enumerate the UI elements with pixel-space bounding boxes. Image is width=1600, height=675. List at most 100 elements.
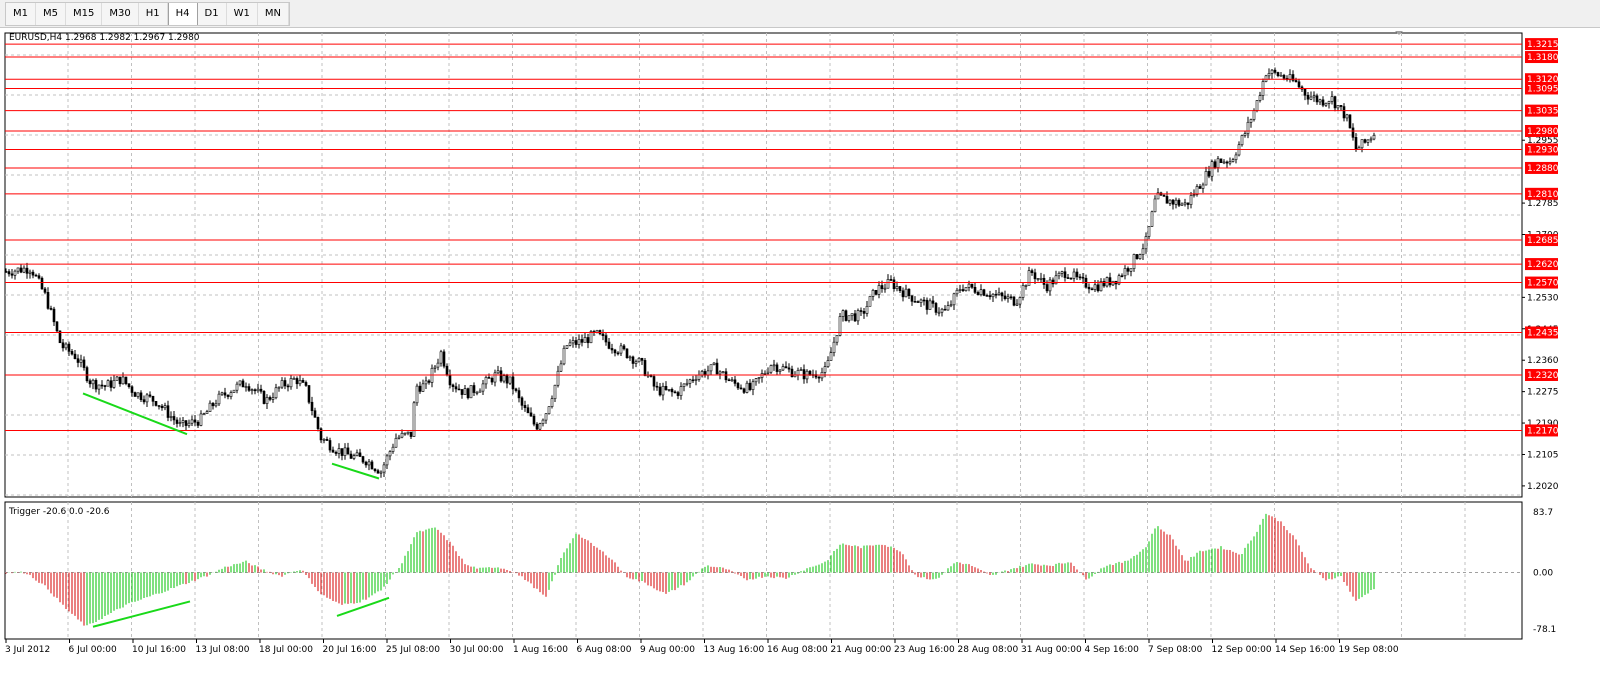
timeframe-button-m30[interactable]: M30	[102, 3, 138, 25]
candle-bull	[1244, 134, 1246, 136]
candle-bull	[1142, 249, 1144, 255]
candle-bull	[401, 433, 403, 437]
candle-bear	[1178, 200, 1180, 205]
candle-bear	[1070, 278, 1072, 279]
indicator-pane[interactable]	[5, 502, 1522, 639]
timeframe-button-m15[interactable]: M15	[66, 3, 102, 25]
candle-bull	[1205, 171, 1207, 185]
timeframe-button-w1[interactable]: W1	[227, 3, 258, 25]
candle-bear	[488, 377, 490, 378]
timeframe-button-d1[interactable]: D1	[198, 3, 227, 25]
main-pane[interactable]	[5, 33, 1522, 497]
candle-bear	[716, 363, 718, 374]
timeframe-button-h4[interactable]: H4	[168, 3, 198, 25]
candle-bear	[923, 300, 925, 301]
candle-bear	[167, 406, 169, 418]
candle-bull	[980, 290, 982, 295]
candle-bull	[1169, 200, 1171, 203]
candle-bull	[545, 414, 547, 420]
candle-bull	[386, 456, 388, 465]
candle-bear	[926, 300, 928, 309]
candle-bear	[623, 346, 625, 349]
candle-bear	[1283, 75, 1285, 78]
candle-bear	[908, 289, 910, 296]
chart-canvas[interactable]: 1.29551.27851.27001.25301.24451.23601.22…	[0, 28, 1600, 675]
candle-bull	[1016, 304, 1018, 305]
candle-bull	[509, 377, 511, 383]
candle-bear	[611, 348, 613, 350]
candle-bull	[1217, 159, 1219, 168]
candle-bear	[77, 359, 79, 363]
candle-bear	[110, 381, 112, 388]
candle-bull	[755, 379, 757, 382]
candle-bull	[1250, 120, 1252, 123]
candle-bull	[539, 424, 541, 429]
candle-bear	[263, 391, 265, 403]
candle-bull	[1373, 135, 1375, 139]
candle-bull	[554, 385, 556, 398]
candle-bear	[665, 386, 667, 389]
candle-bear	[1091, 289, 1093, 290]
candle-bull	[941, 309, 943, 312]
candle-bull	[29, 272, 31, 273]
candle-bear	[125, 377, 127, 384]
candle-bull	[596, 330, 598, 332]
candle-bear	[35, 275, 37, 276]
timeframe-button-mn[interactable]: MN	[258, 3, 289, 25]
indicator-info-label: Trigger -20.6 0.0 -20.6	[8, 507, 110, 517]
indicator-tick-label: -78.1	[1533, 625, 1556, 635]
candle-bear	[935, 303, 937, 312]
candle-bull	[887, 279, 889, 288]
candle-bear	[311, 402, 313, 410]
candle-bear	[1004, 296, 1006, 299]
timeframe-button-h1[interactable]: H1	[139, 3, 168, 25]
candle-bear	[587, 337, 589, 342]
candle-bear	[32, 272, 34, 275]
candle-bear	[1001, 293, 1003, 296]
candle-bear	[1220, 159, 1222, 163]
candle-bull	[383, 465, 385, 472]
candle-bear	[677, 393, 679, 396]
candle-bull	[719, 372, 721, 374]
candle-bear	[455, 387, 457, 389]
candle-bear	[674, 392, 676, 393]
candle-bull	[122, 377, 124, 384]
candle-bull	[965, 287, 967, 290]
candle-bear	[26, 268, 28, 273]
candle-bull	[137, 393, 139, 397]
candle-bull	[896, 286, 898, 288]
candle-bull	[956, 290, 958, 294]
candle-bull	[842, 311, 844, 317]
timeframe-button-m1[interactable]: M1	[6, 3, 36, 25]
candle-bull	[23, 268, 25, 272]
price-tick-label: 1.2785	[1527, 199, 1559, 209]
candle-bull	[1232, 160, 1234, 162]
candle-bear	[1076, 272, 1078, 277]
candle-bull	[1265, 76, 1267, 82]
candle-bull	[1037, 279, 1039, 280]
chart-window[interactable]: 1.29551.27851.27001.25301.24451.23601.22…	[0, 28, 1600, 675]
candle-bull	[560, 364, 562, 371]
candle-bear	[326, 439, 328, 440]
candle-bull	[1328, 101, 1330, 103]
candle-bull	[1271, 70, 1273, 73]
candle-bear	[1079, 277, 1081, 278]
candle-bull	[824, 367, 826, 373]
candle-bull	[116, 377, 118, 380]
candle-bear	[863, 311, 865, 313]
candle-bull	[1151, 212, 1153, 227]
time-label: 21 Aug 00:00	[831, 645, 892, 655]
candle-bear	[1109, 278, 1111, 285]
candle-bear	[725, 372, 727, 380]
candle-bear	[1214, 162, 1216, 168]
candle-bull	[1229, 161, 1231, 163]
level-price-label: 1.3095	[1527, 84, 1559, 94]
candle-bear	[161, 406, 163, 408]
candle-bear	[995, 294, 997, 295]
candle-bear	[296, 378, 298, 383]
candle-bull	[1181, 204, 1183, 205]
candle-bear	[1067, 278, 1069, 279]
candle-bull	[662, 386, 664, 395]
timeframe-button-m5[interactable]: M5	[36, 3, 66, 25]
candle-bear	[350, 454, 352, 458]
